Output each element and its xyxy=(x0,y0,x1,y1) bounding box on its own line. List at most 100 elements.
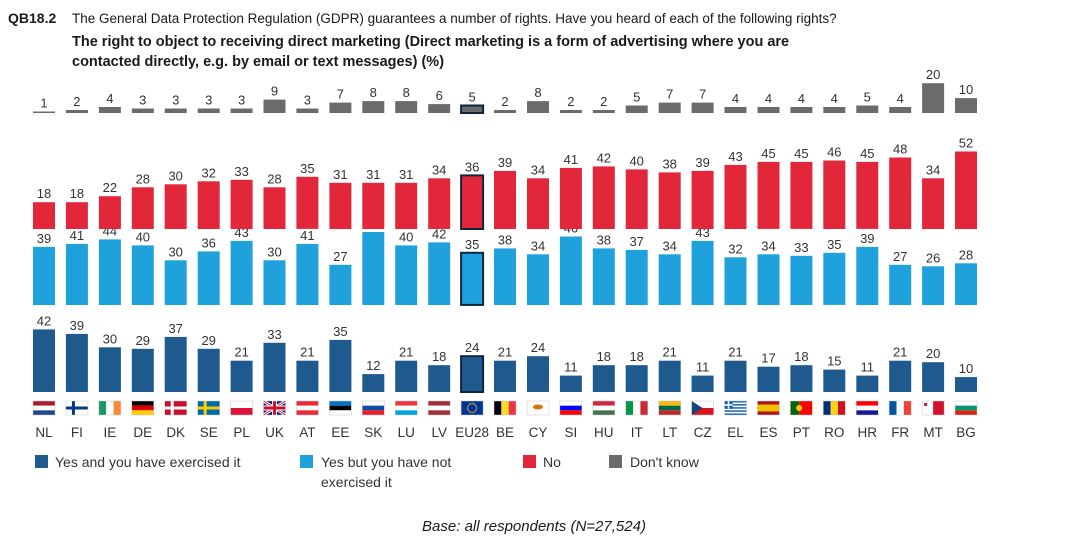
flag-fr-icon xyxy=(888,400,912,416)
bar-dont-know-el xyxy=(724,107,747,113)
chart-subtitle-line2: contacted directly, e.g. by email or tex… xyxy=(72,54,444,70)
bar-not-exercised-uk xyxy=(263,260,286,305)
bar-dont-know-pl xyxy=(230,108,253,113)
flag-part xyxy=(790,401,800,415)
value-label-exercised-nl: 42 xyxy=(37,313,51,328)
x-label-es: ES xyxy=(759,425,777,440)
bar-dont-know-at xyxy=(296,108,319,113)
x-label-ee: EE xyxy=(331,425,349,440)
bar-not-exercised-pl xyxy=(230,240,253,305)
flag-part xyxy=(889,401,897,415)
flag-part xyxy=(559,401,582,406)
chart-subtitle-line1: The right to object to receiving direct … xyxy=(72,34,789,50)
flag-border xyxy=(888,400,912,416)
bar-exercised-it xyxy=(625,365,648,392)
value-label-exercised-cz: 11 xyxy=(696,360,710,375)
flag-part xyxy=(640,401,648,415)
flag-part xyxy=(501,401,509,415)
flag-part xyxy=(856,405,879,411)
x-label-lu: LU xyxy=(398,425,415,440)
bar-dont-know-lv xyxy=(428,104,451,113)
flag-part xyxy=(691,401,703,415)
value-label-not-exercised-uk: 30 xyxy=(267,244,281,259)
flag-part xyxy=(362,410,385,415)
flag-part xyxy=(106,401,114,415)
bar-exercised-lv xyxy=(428,365,451,392)
value-label-not-exercised-ro: 35 xyxy=(827,237,841,252)
value-label-not-exercised-bg: 28 xyxy=(959,247,973,262)
x-label-eu28: EU28 xyxy=(455,425,489,440)
bar-dont-know-hr xyxy=(856,105,879,113)
flag-part xyxy=(471,411,473,414)
flag-bg-icon xyxy=(954,400,978,416)
x-label-nl: NL xyxy=(35,425,53,440)
value-label-exercised-lv: 18 xyxy=(432,349,446,364)
value-label-dont-know-lt: 7 xyxy=(666,87,673,102)
bar-exercised-pl xyxy=(230,360,253,392)
legend-swatch-no xyxy=(523,455,536,468)
bar-not-exercised-ee xyxy=(329,264,352,305)
bar-exercised-at xyxy=(296,360,319,392)
legend-label-no: No xyxy=(543,454,561,470)
bar-not-exercised-es xyxy=(757,254,780,305)
value-label-dont-know-be: 2 xyxy=(501,94,508,109)
value-label-not-exercised-mt: 26 xyxy=(926,250,940,265)
flag-border xyxy=(32,400,56,416)
flag-part xyxy=(471,402,473,405)
flags-group xyxy=(32,399,978,417)
flag-part xyxy=(799,401,813,415)
flag-lu-icon xyxy=(394,400,418,416)
flag-part xyxy=(724,408,747,411)
flag-fi-icon xyxy=(65,400,89,416)
bar-no-dk xyxy=(164,184,187,229)
flag-part xyxy=(724,404,733,406)
flag-part xyxy=(428,410,451,415)
flag-part xyxy=(197,406,220,410)
flag-part xyxy=(467,404,469,407)
flag-part xyxy=(65,406,88,410)
flag-part xyxy=(329,405,352,411)
flag-part xyxy=(796,405,803,411)
value-label-exercised-de: 29 xyxy=(136,333,150,348)
bar-not-exercised-nl xyxy=(33,246,55,305)
value-label-exercised-pl: 21 xyxy=(234,345,248,360)
value-label-not-exercised-el: 32 xyxy=(728,241,742,256)
value-label-no-hr: 45 xyxy=(860,146,874,161)
value-label-dont-know-si: 2 xyxy=(567,94,574,109)
bar-exercised-el xyxy=(724,360,747,392)
value-label-dont-know-lu: 8 xyxy=(403,85,410,100)
value-label-not-exercised-fi: 41 xyxy=(70,228,84,243)
x-label-de: DE xyxy=(133,425,152,440)
value-label-no-it: 40 xyxy=(629,153,643,168)
flag-part xyxy=(592,410,615,415)
flag-part xyxy=(724,413,747,415)
flag-dk-icon xyxy=(164,400,187,416)
legend-swatch-exercised xyxy=(35,455,48,468)
bar-not-exercised-si xyxy=(559,236,582,305)
value-label-not-exercised-dk: 30 xyxy=(168,244,182,259)
value-label-no-es: 45 xyxy=(761,146,775,161)
flag-part xyxy=(592,401,615,406)
value-label-exercised-lt: 21 xyxy=(662,345,676,360)
bar-no-eu28 xyxy=(460,174,485,230)
legend-label-not-exercised-line2: exercised it xyxy=(321,474,392,490)
question-text: The General Data Protection Regulation (… xyxy=(72,11,837,26)
bar-dont-know-si xyxy=(559,110,582,113)
x-label-at: AT xyxy=(299,425,315,440)
bar-no-si xyxy=(559,167,582,229)
value-label-no-de: 28 xyxy=(136,171,150,186)
flag-border xyxy=(954,400,978,416)
flag-part xyxy=(724,401,747,403)
bar-dont-know-ro xyxy=(823,107,846,113)
flag-es-icon xyxy=(757,400,780,416)
flag-si-icon xyxy=(559,400,583,416)
value-label-no-lv: 34 xyxy=(432,162,446,177)
value-label-not-exercised-se: 36 xyxy=(201,235,215,250)
value-label-dont-know-lv: 6 xyxy=(436,88,443,103)
value-label-not-exercised-lt: 34 xyxy=(662,238,676,253)
value-label-no-nl: 18 xyxy=(37,186,51,201)
flag-part xyxy=(691,401,714,408)
flag-border xyxy=(164,400,187,416)
flag-border xyxy=(329,400,352,416)
